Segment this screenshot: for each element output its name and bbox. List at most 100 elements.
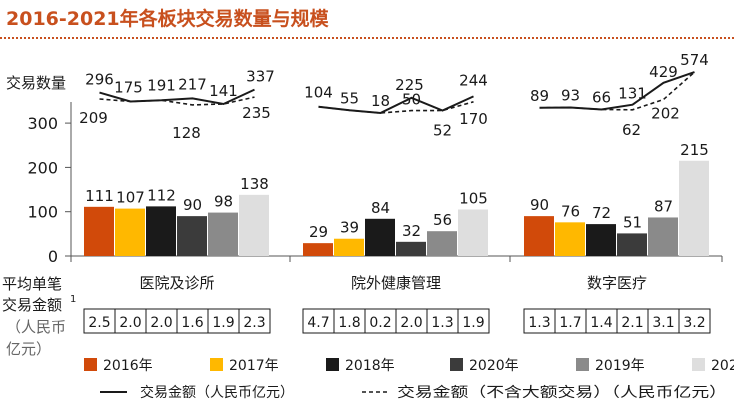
amount-label: 18: [371, 92, 390, 110]
amount-excl-label: 202: [651, 104, 680, 122]
avg-deal-label: 亿元）: [6, 340, 51, 358]
bar: [365, 218, 395, 256]
bar-label: 112: [147, 186, 176, 204]
avg-deal-value: 3.2: [683, 315, 705, 331]
avg-deal-value: 1.7: [559, 315, 581, 331]
bar-label: 98: [214, 193, 233, 211]
bar: [524, 216, 554, 256]
amount-label: 296: [85, 71, 114, 89]
legend-swatch: [576, 358, 589, 371]
bar: [84, 206, 114, 256]
legend-label: 2020年: [469, 358, 519, 374]
bar-label: 215: [680, 141, 709, 159]
avg-deal-value: 1.3: [528, 315, 550, 331]
amount-label: 429: [649, 63, 678, 81]
amount-line: [318, 95, 474, 115]
bar-label: 90: [183, 196, 202, 214]
legend-label: 2016年: [103, 358, 153, 374]
amount-excl-label: 50: [402, 91, 421, 109]
legend-swatch: [84, 358, 97, 371]
amount-label: 55: [340, 89, 359, 107]
amount-line: [539, 71, 695, 111]
bar: [239, 194, 269, 256]
avg-deal-value: 1.9: [212, 315, 234, 331]
bar: [679, 160, 709, 256]
bar: [555, 222, 585, 256]
y-axis-label: 交易数量: [6, 74, 66, 92]
bar: [208, 212, 238, 256]
amount-excl-label: 170: [459, 110, 488, 128]
bar: [458, 209, 488, 256]
amount-excl-line: [539, 71, 696, 111]
bar: [396, 241, 426, 256]
amount-line: [99, 88, 255, 106]
legend-swatch: [450, 358, 463, 371]
avg-deal-value: 1.9: [462, 315, 484, 331]
bar: [334, 238, 364, 256]
bar-label: 51: [623, 213, 642, 231]
bar-label: 107: [116, 189, 145, 207]
avg-deal-value: 4.7: [307, 315, 329, 331]
avg-deal-value: 2.0: [400, 315, 422, 331]
bar: [303, 243, 333, 256]
category-label: 院外健康管理: [351, 274, 441, 292]
legend-swatch: [692, 358, 705, 371]
bar-label: 39: [340, 219, 359, 237]
amount-label: 175: [114, 78, 143, 96]
bar-label: 72: [592, 204, 611, 222]
amount-label: 89: [530, 87, 549, 105]
amount-label: 131: [618, 85, 647, 103]
y-tick-label: 200: [27, 158, 58, 177]
legend-label: 2018年: [345, 358, 395, 374]
legend-label: 2017年: [229, 358, 279, 374]
avg-deal-value: 0.2: [369, 315, 391, 331]
avg-deal-value: 3.1: [652, 315, 674, 331]
bar: [427, 231, 457, 256]
amount-label: 217: [178, 75, 207, 93]
amount-label: 52: [433, 122, 452, 140]
avg-deal-value: 2.1: [621, 315, 643, 331]
avg-deal-value: 1.4: [590, 315, 612, 331]
amount-label: 225: [395, 76, 424, 94]
amount-excl-label: 128: [172, 124, 201, 142]
y-tick-label: 0: [48, 247, 58, 266]
avg-deal-label: （人民币: [6, 318, 66, 336]
amount-label: 93: [561, 86, 580, 104]
amount-label: 141: [209, 82, 238, 100]
legend-swatch: [210, 358, 223, 371]
avg-deal-value: 2.0: [150, 315, 172, 331]
amount-excl-line: [99, 96, 255, 106]
chart-title: 2016-2021年各板块交易数量与规模: [6, 8, 329, 30]
bar-label: 56: [433, 211, 452, 229]
bar: [115, 208, 145, 256]
bar-label: 76: [561, 202, 580, 220]
category-label: 数字医疗: [587, 274, 647, 292]
bar-label: 29: [309, 223, 328, 241]
bar-label: 90: [530, 196, 549, 214]
bar-label: 105: [459, 189, 488, 207]
bar-label: 32: [402, 222, 421, 240]
y-tick-label: 100: [27, 203, 58, 222]
amount-excl-label: 235: [242, 104, 271, 122]
avg-deal-value: 1.3: [431, 315, 453, 331]
legend-label: 交易金额（人民币亿元）: [140, 384, 294, 401]
legend-label: 2019年: [595, 358, 645, 374]
avg-deal-label: 平均单笔: [2, 275, 62, 293]
legend-label: 交易金额（不含大额交易）（人民币亿元）: [397, 384, 727, 401]
y-tick-label: 300: [27, 114, 58, 133]
category-label: 医院及诊所: [139, 274, 214, 292]
amount-label: 66: [592, 88, 611, 106]
amount-label: 337: [246, 68, 275, 86]
legend-swatch: [326, 358, 339, 371]
avg-deal-value: 2.5: [88, 315, 110, 331]
avg-deal-value: 1.8: [338, 315, 360, 331]
legend-label: 2021年: [711, 358, 734, 374]
amount-label: 191: [147, 76, 176, 94]
bar-label: 111: [85, 187, 114, 205]
amount-excl-label: 209: [79, 109, 108, 127]
avg-deal-value: 1.6: [181, 315, 203, 331]
bar-label: 84: [371, 199, 390, 217]
avg-deal-value: 2.3: [243, 315, 265, 331]
amount-label: 104: [304, 84, 333, 102]
